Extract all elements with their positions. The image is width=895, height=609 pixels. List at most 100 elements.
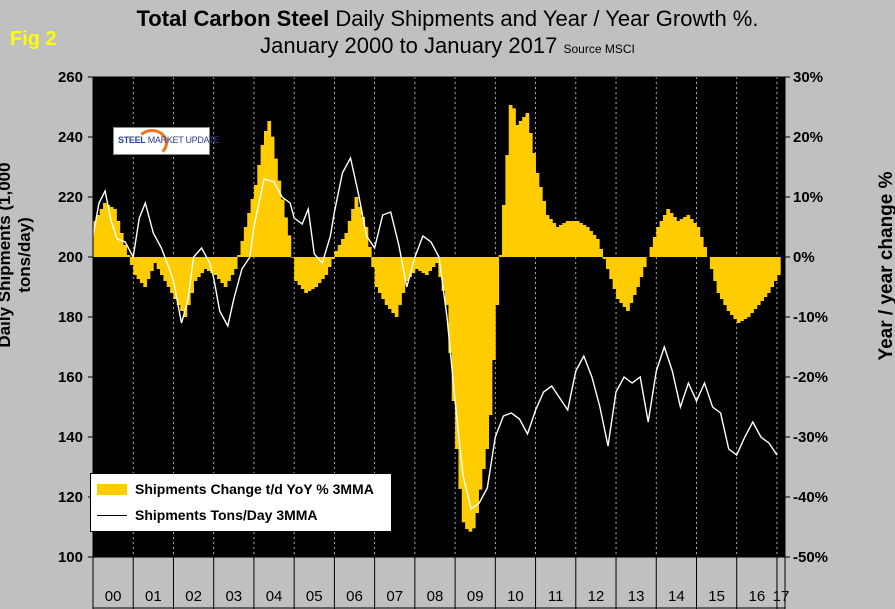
bar [247,213,251,257]
bar [622,257,627,307]
bar [495,257,500,305]
bar [766,257,771,293]
bar [284,217,288,257]
bar [190,257,194,293]
bar [418,257,422,271]
bar [515,125,520,257]
bar [555,227,560,257]
chart-subtitle: January 2000 to January 2017 Source MSCI [0,33,895,59]
bar [103,203,107,257]
bar [96,215,101,257]
x-tick-label: 15 [708,588,725,605]
x-tick-label: 03 [225,588,242,605]
bar [341,239,345,257]
figure-label: Fig 2 [10,28,57,50]
bar [669,213,674,257]
bar [569,221,573,257]
bar [662,215,667,257]
logo-swoosh-icon [136,129,168,157]
bar [683,217,687,257]
y-tick-label-left: 200 [58,249,83,266]
x-tick-label: 06 [346,588,363,605]
bar [428,257,433,271]
bar [357,207,362,257]
y-tick-label-left: 160 [58,369,83,386]
bar [542,201,547,257]
bar [93,221,97,257]
bar [730,257,734,315]
y-tick-label-right: 0% [793,249,815,266]
bar [210,257,215,273]
bar [304,257,308,293]
x-tick-label: 12 [588,588,605,605]
bar [676,221,681,257]
bar [133,257,137,275]
bar [753,257,758,309]
bar [119,233,124,257]
bar [441,257,446,291]
bar [337,245,342,257]
bar [736,257,741,323]
bar [367,247,372,257]
bar [126,255,131,257]
bar [223,257,228,287]
bar [394,257,399,317]
bar [421,257,426,273]
bar [673,217,677,257]
bar [659,221,664,257]
bar [579,223,583,257]
bar [351,209,355,257]
bar [327,257,332,267]
x-tick-label: 17 [773,588,790,605]
bar [391,257,396,313]
bar [294,257,298,281]
x-tick-label: 05 [306,588,323,605]
title-bold: Total Carbon Steel [136,6,330,31]
bar [679,219,684,257]
bar [404,257,409,281]
bar [354,197,359,257]
bar [334,251,339,257]
legend-label-bars: Shipments Change t/d YoY % 3MMA [135,481,374,497]
x-tick-label: 08 [427,588,444,605]
bar [280,199,285,257]
bar [314,257,319,287]
bar [475,257,479,513]
bar [485,257,490,449]
bar [250,199,255,257]
bar [180,257,184,311]
bar [585,227,590,257]
bar [267,121,272,257]
bar [196,257,201,277]
bar [629,257,634,303]
bar [599,249,604,257]
bar [287,235,292,257]
bar [740,257,744,321]
bar [719,257,724,299]
bar [713,257,718,281]
bar [156,257,161,269]
y-tick-label-right: 30% [793,69,823,86]
bar [616,257,620,299]
bar [106,205,111,257]
bar [129,257,134,265]
bar [455,257,459,449]
bar [331,257,335,259]
bar [173,257,178,299]
source-note: Source MSCI [563,42,635,56]
bar [776,257,781,275]
bar [760,257,764,301]
bar [243,227,248,257]
bar [612,257,617,289]
bar [361,217,365,257]
bar [277,180,282,257]
bar [699,237,704,257]
y-tick-label-left: 260 [58,69,83,86]
bar [726,257,731,311]
bar [468,257,473,532]
bar [703,247,707,257]
y-tick-label-left: 100 [58,549,83,566]
bar [532,153,536,257]
bar [652,237,657,257]
bar [200,257,205,273]
